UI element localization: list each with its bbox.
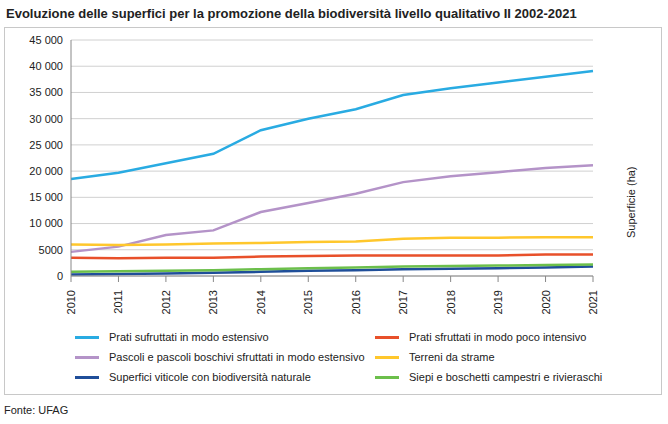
- html-text:Superficie (ha): Superficie (ha): [625, 166, 637, 238]
- svg-text:30 000: 30 000: [29, 113, 63, 125]
- svg-text:2014: 2014: [255, 290, 267, 314]
- svg-text:2010: 2010: [65, 290, 77, 314]
- html-text:Pascoli e pascoli boschivi sfr: Pascoli e pascoli boschivi sfruttati in …: [109, 351, 365, 363]
- svg-text:2020: 2020: [540, 290, 552, 314]
- svg-text:45 000: 45 000: [29, 34, 63, 46]
- svg-text:2021: 2021: [587, 290, 599, 314]
- html-text:Evoluzione delle superfici per: Evoluzione delle superfici per la promoz…: [6, 6, 577, 21]
- svg-text:2012: 2012: [160, 290, 172, 314]
- svg-text:2015: 2015: [302, 290, 314, 314]
- html-text:Prati sufruttati in modo esten: Prati sufruttati in modo estensivo: [109, 331, 269, 343]
- html-text:Fonte: UFAG: Fonte: UFAG: [4, 404, 69, 416]
- svg-text:0: 0: [57, 270, 63, 282]
- svg-text:25 000: 25 000: [29, 139, 63, 151]
- svg-text:20 000: 20 000: [29, 165, 63, 177]
- svg-text:15 000: 15 000: [29, 191, 63, 203]
- svg-text:2017: 2017: [397, 290, 409, 314]
- html-text:Terreni da strame: Terreni da strame: [409, 351, 495, 363]
- svg-text:35 000: 35 000: [29, 86, 63, 98]
- html-text:Prati sfruttati in modo poco i: Prati sfruttati in modo poco intensivo: [409, 331, 587, 343]
- svg-text:40 000: 40 000: [29, 60, 63, 72]
- html-text:Siepi e boschetti campestri e: Siepi e boschetti campestri e rivierasch…: [409, 371, 603, 383]
- svg-text:2011: 2011: [112, 290, 124, 314]
- svg-text:10 000: 10 000: [29, 217, 63, 229]
- svg-text:2018: 2018: [445, 290, 457, 314]
- html-text:Superfici viticole con biodive: Superfici viticole con biodiversità natu…: [109, 371, 311, 383]
- svg-text:2019: 2019: [492, 290, 504, 314]
- svg-text:5000: 5000: [39, 244, 63, 256]
- svg-text:2013: 2013: [207, 290, 219, 314]
- svg-text:2016: 2016: [350, 290, 362, 314]
